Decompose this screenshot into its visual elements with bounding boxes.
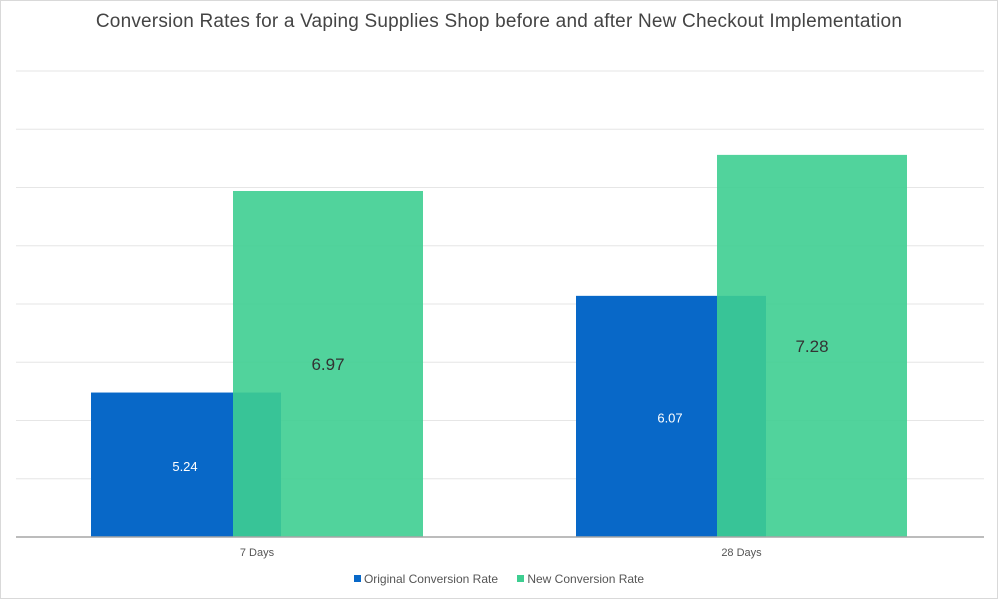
bar-new bbox=[717, 154, 907, 537]
legend: Original Conversion Rate New Conversion … bbox=[0, 571, 998, 586]
bar-new bbox=[233, 190, 423, 537]
legend-item-original: Original Conversion Rate bbox=[353, 571, 498, 586]
data-label-original: 6.07 bbox=[657, 410, 682, 425]
chart-title: Conversion Rates for a Vaping Supplies S… bbox=[95, 11, 903, 32]
legend-label-new: New Conversion Rate bbox=[527, 571, 645, 586]
x-tick-label: 28 Days bbox=[721, 547, 762, 559]
x-tick-label: 7 Days bbox=[240, 547, 275, 559]
data-label-original: 5.24 bbox=[172, 459, 197, 474]
legend-item-new: New Conversion Rate bbox=[517, 572, 644, 586]
legend-swatch-new bbox=[517, 575, 525, 582]
legend-label-original: Original Conversion Rate bbox=[363, 571, 498, 586]
data-label-new: 7.28 bbox=[795, 337, 828, 356]
data-label-new: 6.97 bbox=[311, 355, 344, 374]
legend-swatch-original bbox=[353, 575, 361, 582]
